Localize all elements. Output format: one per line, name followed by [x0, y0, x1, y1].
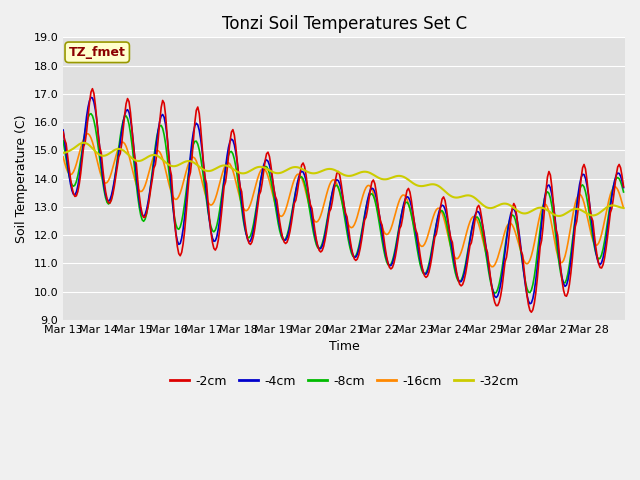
- Legend: -2cm, -4cm, -8cm, -16cm, -32cm: -2cm, -4cm, -8cm, -16cm, -32cm: [165, 370, 524, 393]
- -2cm: [527, 309, 535, 315]
- X-axis label: Time: Time: [329, 340, 360, 353]
- -8cm: [60, 138, 67, 144]
- -16cm: [349, 224, 356, 230]
- -8cm: [491, 290, 499, 296]
- Text: TZ_fmet: TZ_fmet: [68, 46, 125, 59]
- -32cm: [78, 140, 86, 146]
- -4cm: [620, 185, 627, 191]
- -32cm: [620, 205, 627, 211]
- -32cm: [618, 205, 626, 211]
- -16cm: [78, 140, 86, 146]
- Line: -32cm: -32cm: [63, 143, 623, 216]
- Line: -4cm: -4cm: [63, 97, 623, 304]
- -2cm: [460, 277, 468, 283]
- -4cm: [526, 301, 534, 307]
- -16cm: [618, 200, 626, 205]
- -32cm: [460, 193, 468, 199]
- Line: -2cm: -2cm: [63, 89, 623, 312]
- -2cm: [349, 252, 356, 257]
- -2cm: [97, 150, 105, 156]
- -4cm: [460, 271, 468, 277]
- -8cm: [349, 253, 356, 259]
- -8cm: [460, 268, 468, 274]
- -2cm: [88, 86, 96, 92]
- -8cm: [87, 111, 95, 117]
- -16cm: [97, 173, 105, 179]
- -4cm: [349, 252, 356, 258]
- -16cm: [84, 131, 92, 137]
- -2cm: [545, 168, 553, 174]
- -32cm: [97, 153, 105, 158]
- -4cm: [78, 151, 86, 157]
- -32cm: [556, 213, 563, 219]
- -4cm: [545, 182, 553, 188]
- Line: -8cm: -8cm: [63, 114, 623, 293]
- -8cm: [618, 183, 626, 189]
- Y-axis label: Soil Temperature (C): Soil Temperature (C): [15, 114, 28, 243]
- -8cm: [78, 147, 86, 153]
- -8cm: [545, 191, 553, 196]
- -32cm: [60, 150, 67, 156]
- -4cm: [618, 178, 626, 184]
- -16cm: [545, 209, 553, 215]
- -16cm: [620, 205, 627, 211]
- Title: Tonzi Soil Temperatures Set C: Tonzi Soil Temperatures Set C: [221, 15, 467, 33]
- -8cm: [97, 168, 105, 173]
- Line: -16cm: -16cm: [63, 134, 623, 267]
- -32cm: [543, 207, 551, 213]
- -32cm: [349, 172, 356, 178]
- -4cm: [97, 160, 105, 166]
- -16cm: [488, 264, 496, 270]
- -16cm: [460, 240, 468, 245]
- -2cm: [78, 157, 86, 163]
- -2cm: [618, 173, 626, 179]
- -16cm: [60, 154, 67, 160]
- -4cm: [60, 127, 67, 133]
- -4cm: [87, 95, 95, 100]
- -2cm: [620, 184, 627, 190]
- -32cm: [80, 140, 88, 145]
- -2cm: [60, 129, 67, 135]
- -8cm: [620, 189, 627, 195]
